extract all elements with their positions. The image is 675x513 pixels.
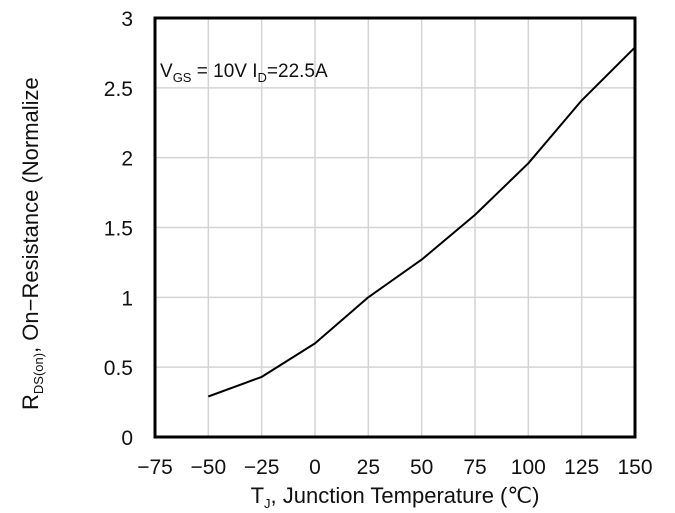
test-condition-annotation: VGS = 10V ID=22.5A [160, 61, 328, 85]
x-tick-label: 125 [564, 456, 599, 479]
y-tick-label: 1.5 [104, 218, 133, 241]
x-tick-label: 100 [511, 456, 546, 479]
y-tick-label: 0.5 [104, 357, 133, 380]
x-tick-label: 25 [357, 456, 380, 479]
x-tick-label: 50 [410, 456, 433, 479]
annotation-v-sub: GS [173, 70, 192, 85]
rdson-curve [207, 46, 636, 398]
y-tick-label: 3 [121, 8, 133, 31]
y-tick-label: 2 [121, 148, 133, 171]
x-tick-label: −50 [191, 456, 227, 479]
y-tick-label: 0 [121, 427, 133, 450]
x-tick-label: −25 [244, 456, 280, 479]
x-tick-label: 75 [463, 456, 486, 479]
y-axis-label-sub: DS(on) [31, 353, 46, 394]
annotation-v: V [160, 61, 173, 82]
y-axis-label: RDS(on), On−Resistance (Normalize [18, 77, 46, 410]
x-tick-label: 150 [617, 456, 652, 479]
grid-lines [155, 18, 635, 437]
y-axis-label-main: R [18, 394, 43, 410]
annotation-i-sub: D [258, 70, 267, 85]
plot-frame [153, 16, 637, 439]
x-axis-label: TJ, Junction Temperature (℃) [251, 483, 540, 511]
y-axis-label-rest: , On−Resistance (Normalize [18, 77, 43, 353]
y-tick-label: 2.5 [104, 78, 133, 101]
x-axis-label-main: T [251, 483, 264, 508]
series-layer [207, 46, 636, 398]
x-tick-label: 0 [309, 456, 321, 479]
x-axis-label-sub: J [264, 496, 271, 511]
annotation-i-rest: =22.5A [267, 61, 328, 82]
x-axis-label-rest: , Junction Temperature (℃) [271, 483, 540, 508]
y-tick-label: 1 [121, 287, 133, 310]
annotation-v-rest: = 10V I [191, 61, 257, 82]
y-tick-labels: 0 0.5 1 1.5 2 2.5 3 [104, 8, 133, 450]
x-tick-label: −75 [137, 456, 173, 479]
x-tick-labels: −75 −50 −25 0 25 50 75 100 125 150 [137, 456, 652, 479]
